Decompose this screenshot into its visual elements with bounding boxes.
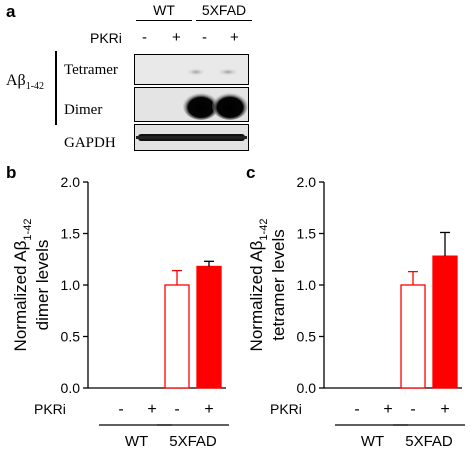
abeta-bracket (55, 51, 57, 125)
chart-b-treatment-label: PKRi (34, 401, 66, 417)
chart-c-group-label-1: 5XFAD (405, 433, 453, 450)
chart-c-ylabel-sub: 1-42 (258, 219, 270, 241)
blot-sign-4: + (230, 29, 239, 46)
blot-sign-1: - (142, 29, 147, 46)
chart-c-bar-2 (400, 284, 426, 389)
chart-c-ytick-label-0: 0.0 (297, 380, 317, 396)
chart-c-ytick-label-2: 1.0 (297, 277, 317, 293)
panel-b-letter: b (6, 163, 17, 182)
chart-c-ylabel: Normalized Aβ1-42 tetramer levels (247, 219, 288, 352)
chart-b-ylabel-line2: dimer levels (33, 240, 52, 331)
chart-c-sign-3: + (440, 401, 449, 418)
chart-b-sign-2: - (174, 401, 179, 418)
chart-b-ytick-label-3: 1.5 (61, 226, 81, 242)
western-blot-image (134, 54, 249, 151)
chart-c-sign-2: - (410, 401, 415, 418)
chart-c-treatment-label: PKRi (270, 401, 302, 417)
chart-c-ylabel-main: Normalized Aβ (247, 240, 266, 351)
chart-c: 0.0 0.5 1.0 1.5 2.0 Normalized Aβ1-42 tetramer… (247, 174, 465, 450)
chart-c-ytick-label-3: 1.5 (297, 226, 317, 242)
blot-group-wt: WT (153, 2, 175, 18)
chart-c-sign-0: - (354, 401, 359, 418)
panel-a-letter: a (6, 2, 16, 21)
abeta-label: Aβ1-42 (6, 72, 44, 92)
chart-b-ytick-label-4: 2.0 (61, 174, 81, 190)
blot-group-5xfad-line (196, 20, 252, 21)
row-label-gapdh: GAPDH (64, 135, 116, 151)
row-label-tetramer: Tetramer (64, 62, 118, 78)
row-label-dimer: Dimer (64, 102, 103, 118)
blot-sign-3: - (202, 29, 207, 46)
chart-b-ylabel-sub: 1-42 (22, 219, 34, 241)
chart-c-ytick-label-1: 0.5 (297, 329, 317, 345)
abeta-label-sub: 1-42 (25, 81, 45, 93)
chart-c-ylabel-line2: tetramer levels (269, 229, 288, 340)
chart-b-group-label-0: WT (125, 433, 148, 450)
blot-treatment-label: PKRi (90, 30, 122, 46)
chart-b-ytick-label-0: 0.0 (61, 380, 81, 396)
blot-dimer-box (134, 87, 249, 122)
chart-b-sign-3: + (204, 401, 213, 418)
chart-b-group-label-1: 5XFAD (169, 433, 217, 450)
chart-c-ylabel-line1: Normalized Aβ1-42 (247, 219, 270, 352)
chart-b-bar-2 (164, 284, 190, 389)
chart-c-ytick-label-4: 2.0 (297, 174, 317, 190)
chart-b-sign-1: + (147, 401, 156, 418)
chart-b-ytick-label-2: 1.0 (61, 277, 81, 293)
abeta-label-main: Aβ (6, 72, 26, 89)
chart-b-sign-0: - (118, 401, 123, 418)
chart-b-ylabel-line1: Normalized Aβ1-42 (11, 219, 34, 352)
blot-tetramer-box (134, 54, 249, 85)
blot-gapdh-box (134, 124, 249, 151)
chart-b-ylabel-main: Normalized Aβ (11, 240, 30, 351)
panel-c-letter: c (246, 163, 256, 182)
chart-c-bar-3 (432, 255, 458, 389)
chart-b-bar-3 (196, 265, 222, 389)
chart-b-ytick-label-1: 0.5 (61, 329, 81, 345)
blot-group-wt-line (136, 20, 192, 21)
blot-sign-2: + (172, 29, 181, 46)
chart-c-group-label-0: WT (361, 433, 384, 450)
chart-c-sign-1: + (383, 401, 392, 418)
blot-group-5xfad: 5XFAD (201, 2, 247, 18)
